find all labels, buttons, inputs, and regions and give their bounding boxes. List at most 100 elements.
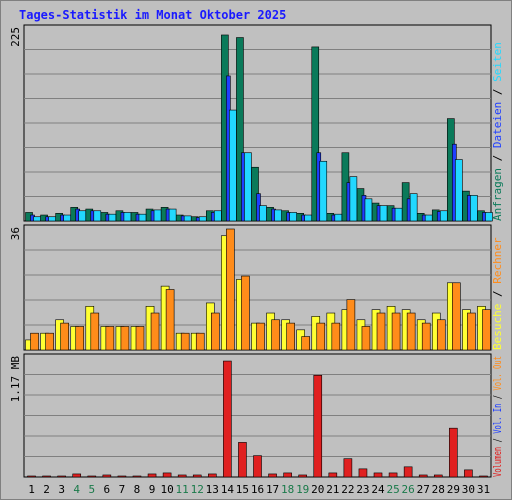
y-max-label-bottom: 1.17 MB xyxy=(9,356,22,403)
bar-seiten-day-23 xyxy=(364,198,373,222)
x-tick-label-day-2: 2 xyxy=(43,483,50,496)
x-tick-label-day-7: 7 xyxy=(119,483,126,496)
bar-anfragen-day-20 xyxy=(311,46,320,222)
x-tick-label-day-8: 8 xyxy=(134,483,141,496)
x-tick-label-day-18: 18 xyxy=(281,483,294,496)
bar-seiten-day-3 xyxy=(63,214,71,222)
x-tick-label-day-29: 29 xyxy=(447,483,460,496)
x-tick-label-day-5: 5 xyxy=(88,483,95,496)
bar-rechner-day-26 xyxy=(406,312,416,351)
x-tick-label-day-22: 22 xyxy=(341,483,354,496)
bar-seiten-day-2 xyxy=(48,216,56,222)
bar-rechner-day-15 xyxy=(241,275,250,351)
bar-volumen-day-17 xyxy=(268,473,277,478)
bar-seiten-day-27 xyxy=(424,214,433,222)
legend-bottom: Volumen / Vol. In / Vol. Out xyxy=(491,356,504,477)
x-tick-label-day-10: 10 xyxy=(160,483,173,496)
bar-volumen-day-18 xyxy=(283,472,292,478)
bar-rechner-day-16 xyxy=(256,322,265,351)
bar-seiten-day-21 xyxy=(334,213,343,222)
bar-rechner-day-14 xyxy=(226,228,235,351)
bar-seiten-day-10 xyxy=(168,208,177,222)
bar-seiten-day-6 xyxy=(108,213,117,222)
bar-volumen-day-27 xyxy=(418,474,428,478)
bar-seiten-day-11 xyxy=(183,215,192,222)
bar-volumen-day-11 xyxy=(177,474,187,478)
bar-volumen-day-19 xyxy=(298,474,307,478)
bar-seiten-day-9 xyxy=(153,209,162,222)
bar-rechner-day-2 xyxy=(45,332,54,351)
bar-seiten-day-22 xyxy=(349,176,358,222)
x-tick-label-day-17: 17 xyxy=(266,483,279,496)
legend-item-rechner: Rechner xyxy=(491,237,504,284)
bar-volumen-day-24 xyxy=(373,472,383,478)
bar-seiten-day-24 xyxy=(379,205,388,222)
bar-volumen-day-28 xyxy=(433,474,443,478)
bar-rechner-day-3 xyxy=(60,322,69,351)
legend-separator: / xyxy=(491,82,504,102)
bar-seiten-day-26 xyxy=(409,193,418,222)
x-tick-label-day-27: 27 xyxy=(417,483,430,496)
bar-volumen-day-9 xyxy=(147,473,157,478)
chart-title: Tages-Statistik im Monat Oktober 2025 xyxy=(19,8,287,22)
x-tick-label-day-14: 14 xyxy=(221,483,235,496)
bar-volumen-day-22 xyxy=(343,458,353,478)
legend-separator: / xyxy=(491,148,504,168)
bar-volumen-day-6 xyxy=(102,474,112,478)
bar-volumen-day-5 xyxy=(87,475,97,478)
bar-seiten-day-12 xyxy=(198,216,207,222)
bar-seiten-day-28 xyxy=(439,210,448,222)
x-tick-label-day-9: 9 xyxy=(149,483,156,496)
legend-middle: Besuche / Rechner xyxy=(491,237,504,350)
x-tick-label-day-31: 31 xyxy=(477,483,490,496)
bar-rechner-day-6 xyxy=(105,326,115,351)
x-tick-label-day-28: 28 xyxy=(432,483,445,496)
bar-seiten-day-7 xyxy=(123,212,132,222)
bar-seiten-day-17 xyxy=(274,209,282,222)
bar-volumen-day-2 xyxy=(42,475,51,478)
x-tick-label-day-16: 16 xyxy=(251,483,264,496)
bar-rechner-day-8 xyxy=(135,326,145,351)
legend-separator: / xyxy=(491,434,504,447)
x-tick-label-day-23: 23 xyxy=(356,483,369,496)
bar-volumen-day-4 xyxy=(72,473,82,478)
bar-volumen-day-1 xyxy=(27,475,36,478)
bar-rechner-day-21 xyxy=(331,322,341,351)
bar-rechner-day-23 xyxy=(361,326,371,351)
x-tick-label-day-13: 13 xyxy=(206,483,219,496)
bar-volumen-day-29 xyxy=(449,427,458,478)
bar-rechner-day-22 xyxy=(346,299,356,351)
bar-rechner-day-1 xyxy=(30,332,39,351)
bar-volumen-day-15 xyxy=(238,442,247,478)
bar-volumen-day-13 xyxy=(208,473,217,478)
bar-volumen-day-8 xyxy=(132,475,142,478)
bar-rechner-day-17 xyxy=(271,319,280,351)
bar-volumen-day-31 xyxy=(479,475,488,478)
bar-rechner-day-9 xyxy=(150,312,160,351)
bar-seiten-day-14 xyxy=(229,109,237,222)
legend-item-vol-out: Vol. Out xyxy=(491,356,504,391)
legend-item-volumen: Volumen xyxy=(491,447,504,477)
legend-item-anfragen: Anfragen xyxy=(491,168,504,221)
bar-seiten-day-25 xyxy=(394,207,403,222)
x-tick-label-day-15: 15 xyxy=(236,483,249,496)
bar-volumen-day-26 xyxy=(403,466,413,478)
bar-rechner-day-19 xyxy=(301,336,310,351)
bar-volumen-day-7 xyxy=(117,475,127,478)
bar-volumen-day-10 xyxy=(162,472,172,478)
bar-volumen-day-3 xyxy=(57,475,66,478)
bar-volumen-day-21 xyxy=(328,472,338,478)
bar-rechner-day-31 xyxy=(482,309,491,351)
bar-seiten-day-30 xyxy=(470,195,478,222)
x-tick-label-day-4: 4 xyxy=(73,483,80,496)
bar-seiten-day-18 xyxy=(289,212,297,222)
x-tick-label-day-26: 26 xyxy=(402,483,415,496)
legend-item-seiten: Seiten xyxy=(491,42,504,82)
y-max-label-top: 225 xyxy=(9,27,22,47)
x-tick-label-day-30: 30 xyxy=(462,483,475,496)
x-tick-label-day-25: 25 xyxy=(386,483,399,496)
bar-rechner-day-30 xyxy=(467,312,476,351)
bar-seiten-day-8 xyxy=(138,213,147,222)
x-tick-label-day-11: 11 xyxy=(176,483,189,496)
